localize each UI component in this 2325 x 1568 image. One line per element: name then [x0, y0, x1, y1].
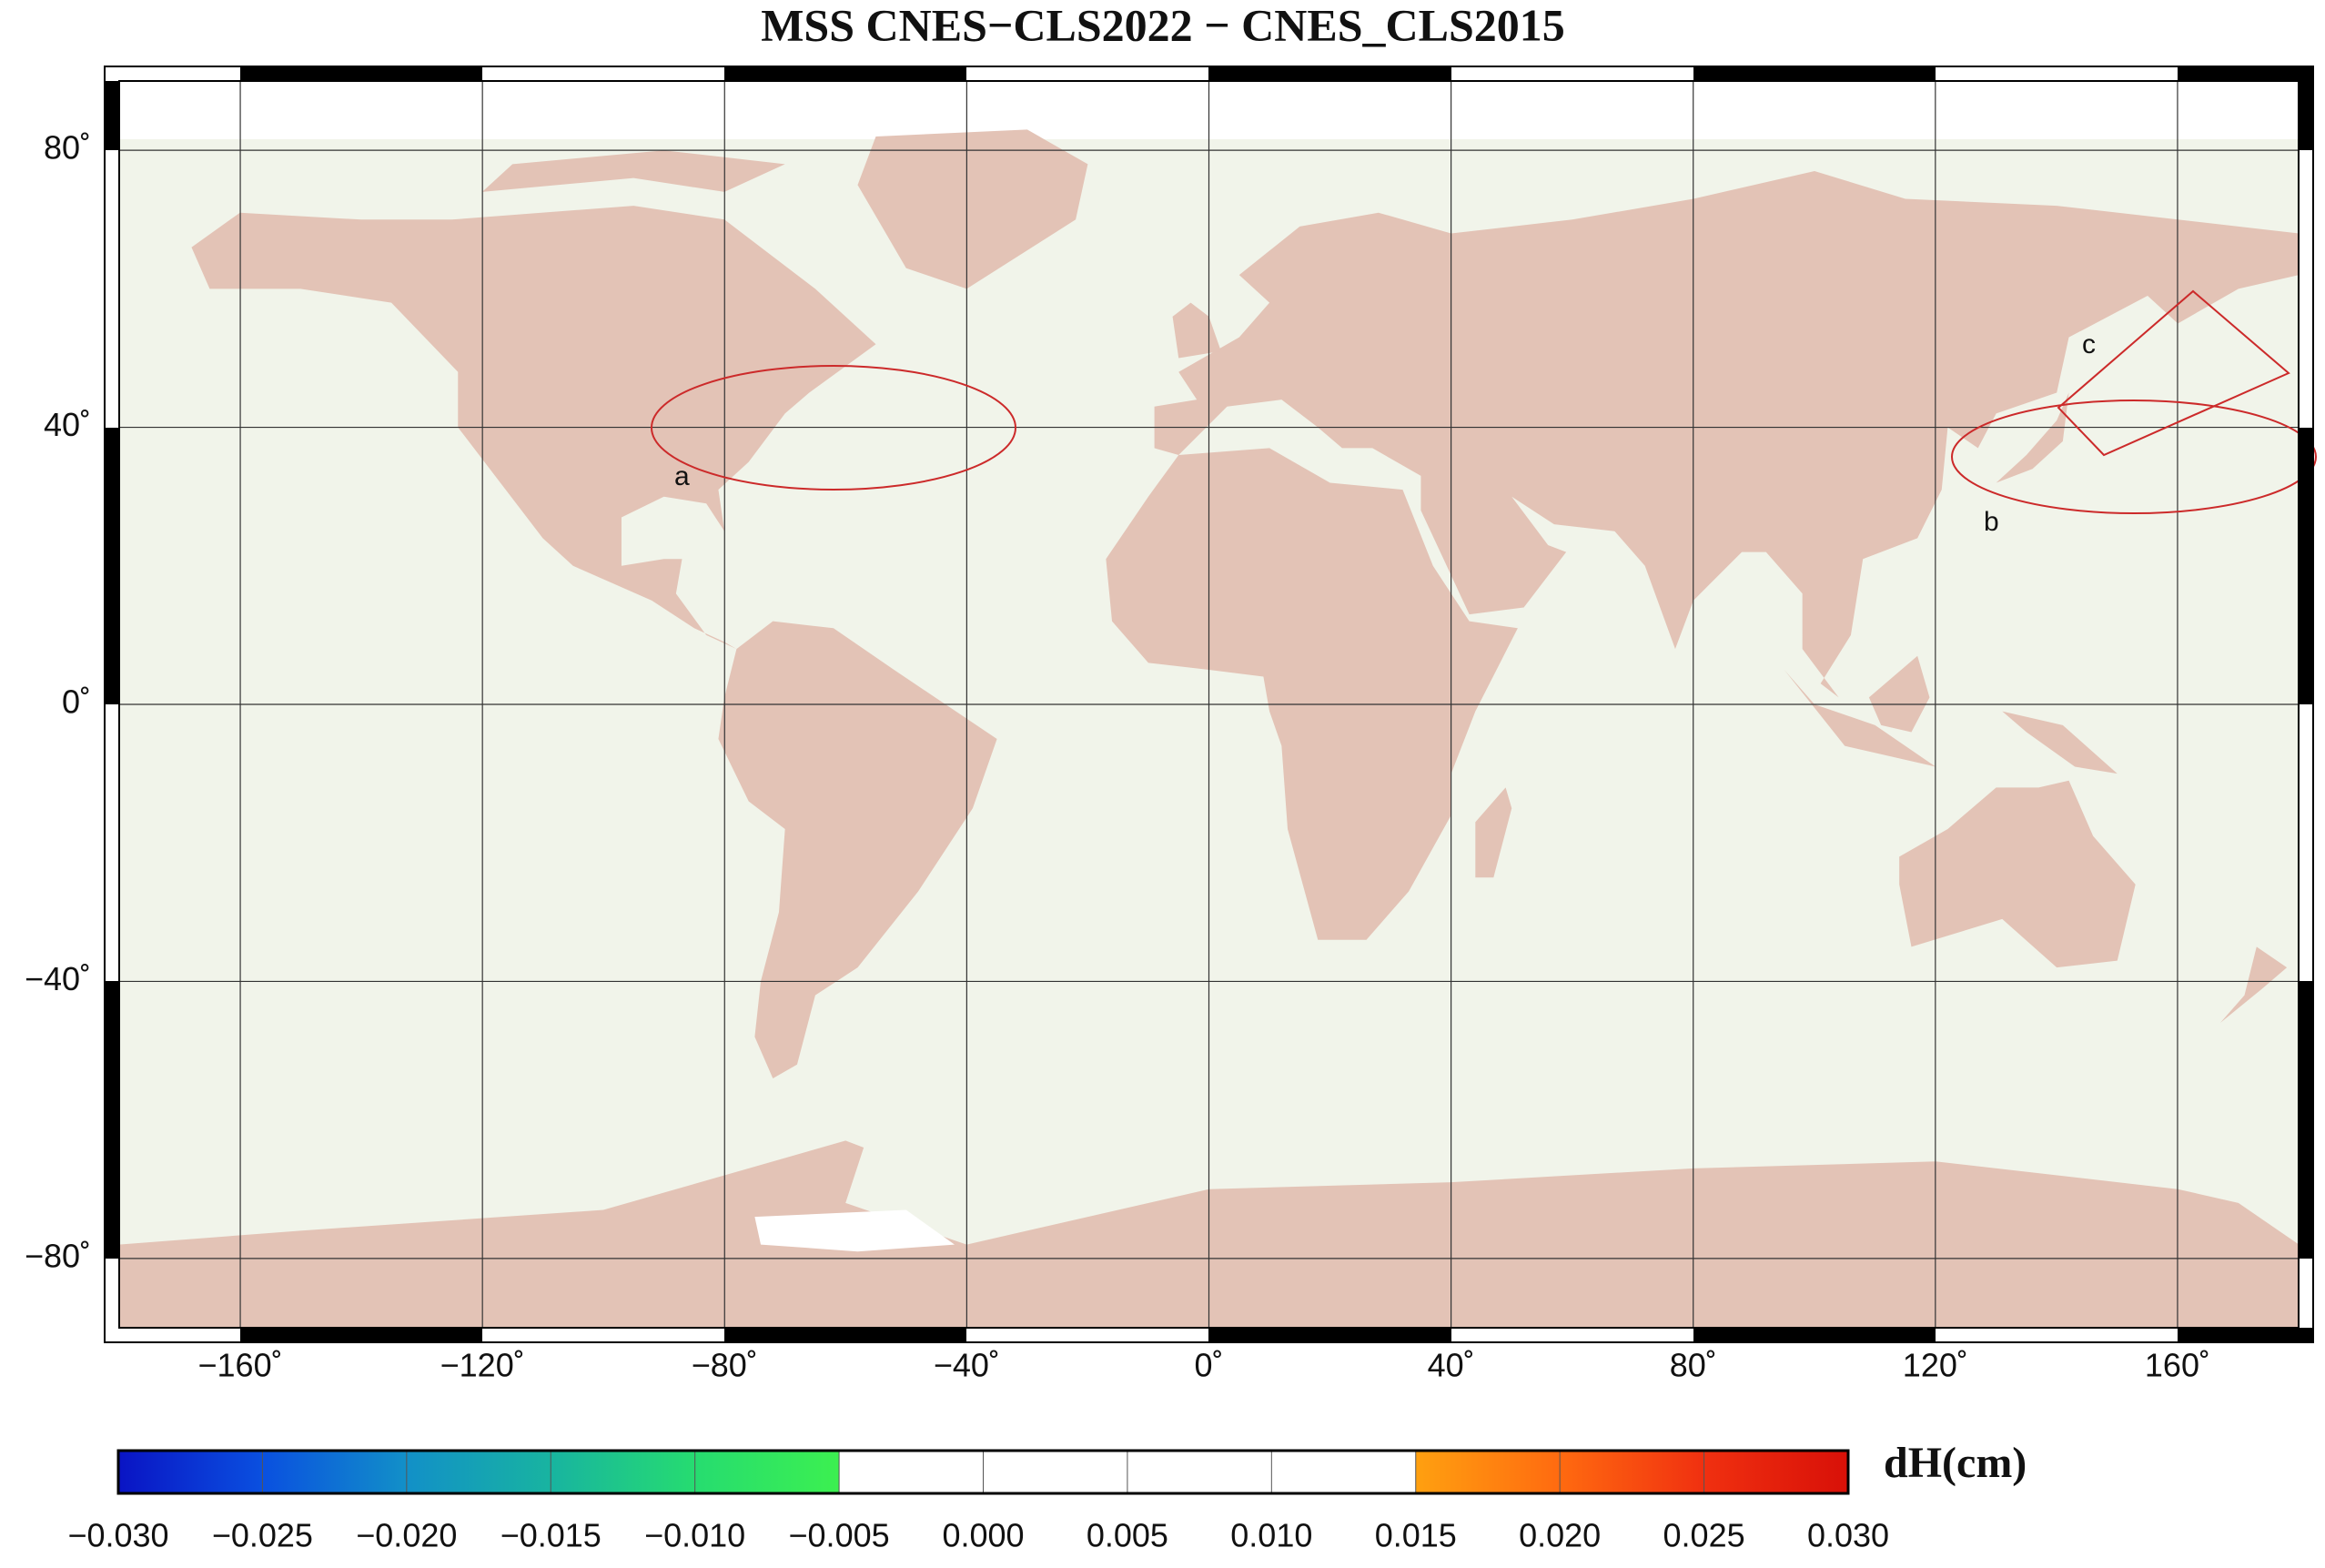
eurasia: [1154, 171, 2300, 698]
frame-bar: [240, 66, 482, 81]
colorbar-segment: [262, 1451, 408, 1493]
frame-bar: [2299, 428, 2313, 704]
south-america: [718, 621, 997, 1078]
colorbar: −0.030 −0.025 −0.020 −0.015 −0.010 −0.005 0.00…: [67, 1449, 1889, 1554]
y-tick-label: 40˚: [44, 406, 91, 443]
colorbar-tick-label: 0.025: [1663, 1517, 1745, 1554]
x-tick-label: 160˚: [2145, 1347, 2210, 1384]
frame-bar: [724, 1328, 966, 1342]
indonesia: [1784, 669, 1936, 767]
y-tick-label: −80˚: [25, 1237, 91, 1274]
frame-bar: [105, 428, 119, 704]
colorbar-segment: [1415, 1451, 1561, 1493]
colorbar-frame: [116, 1449, 1850, 1495]
australia: [1899, 780, 2136, 968]
greenland: [857, 129, 1088, 289]
highlight-regions: [651, 289, 2317, 514]
map-frame: [104, 66, 2314, 1343]
frame-bar: [1208, 66, 1451, 81]
colorbar-segment: [983, 1451, 1128, 1493]
colorbar-tick-label: −0.010: [644, 1517, 745, 1554]
canadian-arctic: [481, 150, 785, 192]
frame-bar: [2299, 981, 2313, 1259]
x-tick-label: 40˚: [1428, 1347, 1475, 1384]
annotation: b: [1984, 507, 1999, 537]
x-tick-label: 120˚: [1903, 1347, 1968, 1384]
colorbar-tick-label: 0.010: [1230, 1517, 1312, 1554]
grid: [119, 81, 2299, 1328]
colorbar-segment: [551, 1451, 696, 1493]
colorbar-segment: [694, 1451, 840, 1493]
frame-bar: [724, 66, 966, 81]
no-data-weddell: [754, 1209, 955, 1252]
colorbar-tick-label: 0.020: [1519, 1517, 1601, 1554]
frame-bar: [240, 1328, 482, 1342]
annotation: c: [2082, 329, 2096, 359]
colorbar-segment: [1560, 1451, 1705, 1493]
y-tick-label: 80˚: [44, 129, 91, 167]
colorbar-tick-label: 0.005: [1087, 1517, 1168, 1554]
colorbar-tick-label: 0.000: [942, 1517, 1024, 1554]
borneo: [1868, 655, 1930, 733]
region-c: [2057, 289, 2290, 457]
colorbar-label: dH(cm): [1884, 1439, 2027, 1487]
region-b: [1951, 400, 2317, 514]
colorbar-tick-label: 0.030: [1807, 1517, 1889, 1554]
frame-bar: [1693, 66, 1936, 81]
colorbar-segment: [118, 1451, 263, 1493]
x-tick-label: 0˚: [1194, 1347, 1223, 1384]
colorbar-segment: [1127, 1451, 1272, 1493]
region-a: [651, 365, 1016, 491]
colorbar-tick-label: −0.030: [67, 1517, 168, 1554]
x-tick-label: −160˚: [198, 1347, 283, 1384]
colorbar-tick-label: −0.025: [212, 1517, 313, 1554]
colorbar-segment: [839, 1451, 984, 1493]
x-tick-label: −120˚: [440, 1347, 525, 1384]
frame-bars: [105, 66, 2313, 1342]
frame-bar: [105, 81, 119, 150]
frame-bar: [1208, 1328, 1451, 1342]
annotation: a: [674, 461, 690, 491]
frame-bar: [2299, 81, 2313, 150]
frame-bar: [2178, 66, 2313, 81]
colorbar-tick-label: 0.015: [1375, 1517, 1457, 1554]
chart-title: MSS CNES−CLS2022 − CNES_CLS2015: [761, 0, 1565, 50]
frame-bar: [105, 981, 119, 1259]
new-guinea: [2002, 711, 2118, 774]
annotation-labels: a b c: [674, 329, 2096, 537]
frame-bar: [2178, 1328, 2313, 1342]
colorbar-segment: [406, 1451, 551, 1493]
y-tick-label: 0˚: [62, 683, 91, 721]
colorbar-segment: [1271, 1451, 1417, 1493]
colorbar-tick-label: −0.015: [500, 1517, 601, 1554]
japan: [1996, 392, 2069, 483]
new-zealand: [2219, 946, 2288, 1024]
x-tick-label: −40˚: [934, 1347, 1000, 1384]
colorbar-tick-label: −0.020: [356, 1517, 457, 1554]
colorbar-tick-label: −0.005: [789, 1517, 890, 1554]
x-tick-label: 80˚: [1670, 1347, 1717, 1384]
x-tick-label: −80˚: [692, 1347, 758, 1384]
y-tick-label: −40˚: [25, 960, 91, 997]
colorbar-segment: [1703, 1451, 1849, 1493]
madagascar: [1475, 787, 1512, 878]
frame-bar: [1693, 1328, 1936, 1342]
